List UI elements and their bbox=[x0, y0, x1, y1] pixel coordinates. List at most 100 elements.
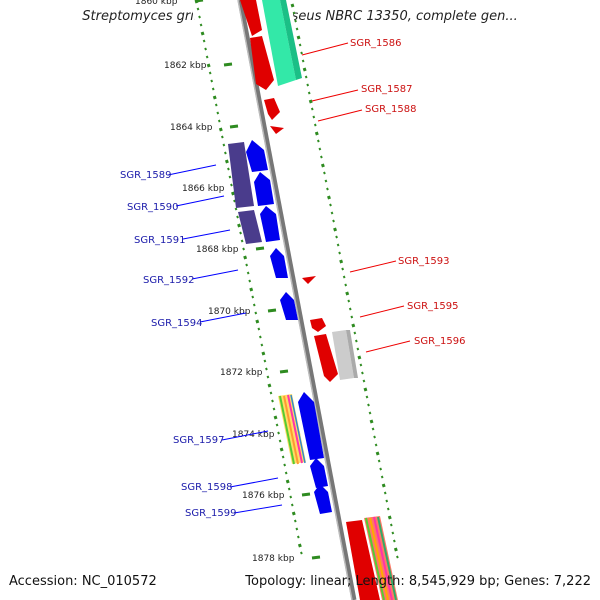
scale-dot bbox=[295, 27, 299, 31]
gene-arrow-sgr-1592 bbox=[270, 248, 288, 278]
scale-dot bbox=[369, 419, 374, 424]
gene-arrow-sgr-1588 bbox=[270, 126, 284, 134]
gene-label[interactable]: SGR_1595 bbox=[407, 301, 459, 312]
stripe-1 bbox=[279, 395, 295, 465]
scale-dot bbox=[279, 447, 284, 452]
scale-dot bbox=[329, 203, 332, 207]
feature-block-multicolor-bottom bbox=[364, 516, 398, 600]
stripe-bottom-1 bbox=[365, 517, 385, 600]
scale-dot bbox=[354, 339, 358, 343]
scale-dot bbox=[271, 399, 274, 403]
scale-dot bbox=[357, 355, 362, 360]
scale-tick-label: 1860 kbp bbox=[135, 0, 178, 7]
gene-callout-line bbox=[359, 305, 405, 318]
scale-dot bbox=[278, 439, 282, 443]
scale-tick-mark bbox=[223, 62, 233, 67]
scale-dot bbox=[196, 7, 200, 11]
gene-label[interactable]: SGR_1597 bbox=[173, 435, 225, 446]
gene-label[interactable]: SGR_1594 bbox=[151, 318, 203, 329]
scale-dot bbox=[212, 95, 217, 100]
scale-dot bbox=[365, 395, 369, 399]
gene-label[interactable]: SGR_1586 bbox=[350, 38, 402, 49]
scale-dot bbox=[373, 435, 376, 439]
scale-dot bbox=[385, 499, 389, 503]
plus-strand-features bbox=[240, 0, 398, 600]
scale-dot bbox=[383, 491, 387, 495]
scale-dot bbox=[258, 335, 262, 339]
scale-dot bbox=[217, 119, 221, 123]
scale-dot bbox=[287, 487, 291, 491]
scale-dot bbox=[348, 307, 352, 311]
scale-tick-mark bbox=[267, 308, 277, 313]
scale-dot bbox=[267, 383, 272, 388]
scale-dot bbox=[251, 295, 255, 299]
scale-dot bbox=[306, 83, 310, 87]
scale-dot bbox=[330, 211, 334, 215]
gene-label[interactable]: SGR_1591 bbox=[134, 235, 186, 246]
gene-callout-line bbox=[365, 340, 411, 353]
scale-dot bbox=[333, 227, 337, 232]
gene-arrow-sgr-1589 bbox=[246, 140, 268, 172]
scale-dot bbox=[254, 311, 258, 315]
gene-label[interactable]: SGR_1599 bbox=[185, 508, 237, 519]
gene-label[interactable]: SGR_1598 bbox=[181, 482, 233, 493]
scale-dot bbox=[240, 239, 244, 243]
gene-callout-line bbox=[317, 109, 363, 122]
genome-backbone-highlight bbox=[237, 0, 353, 600]
scale-dot bbox=[380, 475, 384, 479]
scale-dot bbox=[242, 247, 246, 251]
scale-dot bbox=[316, 139, 320, 143]
stripe-4 bbox=[290, 394, 306, 464]
feature-block-teal-shade bbox=[280, 0, 302, 80]
gene-label[interactable]: SGR_1592 bbox=[143, 275, 195, 286]
scale-tick-label: 1866 kbp bbox=[182, 184, 225, 194]
scale-dot bbox=[205, 55, 209, 59]
scale-tick-label: 1876 kbp bbox=[242, 491, 285, 501]
scale-dot bbox=[273, 415, 278, 420]
gene-arrow-sgr-1591 bbox=[260, 206, 280, 242]
scale-dot bbox=[299, 551, 303, 555]
scale-tick-label: 1864 kbp bbox=[170, 123, 213, 133]
gene-arrow-sgr-1596 bbox=[314, 334, 338, 382]
gene-callout-line bbox=[182, 229, 231, 240]
feature-block-purple-1 bbox=[228, 142, 254, 208]
gene-label[interactable]: SGR_1590 bbox=[127, 202, 179, 213]
scale-dot bbox=[290, 503, 294, 507]
scale-dot bbox=[263, 359, 267, 363]
gene-callout-line bbox=[233, 504, 283, 514]
scale-dot bbox=[371, 427, 375, 431]
scale-dot bbox=[295, 527, 299, 531]
stripe-3 bbox=[287, 394, 303, 464]
scale-dot bbox=[362, 379, 366, 383]
scale-dot bbox=[227, 167, 230, 171]
scale-dot bbox=[272, 407, 276, 411]
scale-dot bbox=[392, 539, 396, 543]
gene-callout-line bbox=[221, 430, 269, 441]
gene-callout-line bbox=[311, 89, 359, 102]
scale-dot bbox=[298, 43, 302, 47]
scale-dot bbox=[283, 463, 287, 467]
scale-dots-left bbox=[194, 0, 303, 555]
gene-arrow-sgr-1594 bbox=[280, 292, 298, 320]
gene-label[interactable]: SGR_1587 bbox=[361, 84, 413, 95]
gene-callout-line bbox=[229, 477, 279, 488]
scale-dot bbox=[386, 507, 390, 511]
scale-dot bbox=[312, 115, 316, 119]
scale-dot bbox=[261, 351, 266, 356]
scale-dot bbox=[332, 219, 335, 223]
gene-label[interactable]: SGR_1593 bbox=[398, 256, 450, 267]
gene-callout-line bbox=[199, 312, 247, 323]
scale-dot bbox=[302, 67, 307, 72]
scale-dot bbox=[231, 191, 235, 196]
gene-callout-line bbox=[175, 195, 225, 207]
scale-dot bbox=[224, 159, 229, 164]
scale-dot bbox=[199, 23, 203, 27]
scale-dot bbox=[249, 287, 254, 292]
scale-dot bbox=[310, 107, 314, 111]
gene-arrow-sgr-1598 bbox=[310, 458, 328, 488]
gene-label[interactable]: SGR_1588 bbox=[365, 104, 417, 115]
scale-tick-label: 1872 kbp bbox=[220, 368, 263, 378]
gene-label[interactable]: SGR_1589 bbox=[120, 170, 172, 181]
scale-tick-mark bbox=[229, 124, 239, 129]
gene-label[interactable]: SGR_1596 bbox=[414, 336, 466, 347]
